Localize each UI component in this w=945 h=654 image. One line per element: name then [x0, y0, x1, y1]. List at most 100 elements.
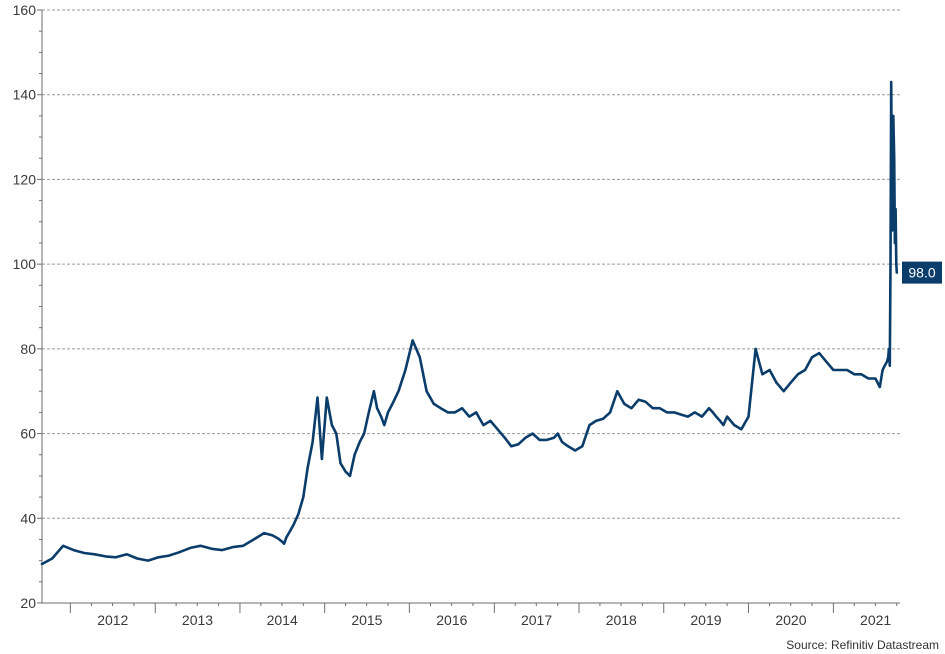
data-point	[874, 377, 877, 380]
data-point	[482, 424, 485, 426]
data-point	[220, 549, 223, 551]
data-point	[893, 157, 896, 160]
data-point	[531, 432, 534, 435]
data-point	[644, 400, 647, 403]
data-point	[503, 436, 506, 439]
x-tick-labels: 2012 2013 2014 2015 2016 2017 2018 2019 2020 2021	[97, 612, 891, 628]
data-point	[178, 551, 181, 554]
data-point	[623, 403, 626, 405]
data-point	[263, 532, 266, 535]
data-point	[376, 407, 379, 410]
data-point	[136, 557, 139, 560]
data-point	[893, 242, 896, 244]
data-point	[637, 398, 640, 401]
data-point	[679, 413, 682, 416]
data-point	[567, 445, 570, 448]
data-point	[311, 441, 314, 443]
data-point	[886, 360, 888, 363]
data-point	[887, 347, 890, 350]
data-point	[538, 439, 541, 441]
data-point	[51, 557, 54, 560]
data-point	[271, 534, 274, 537]
data-point	[358, 441, 361, 443]
data-point	[126, 553, 128, 556]
data-point	[380, 415, 382, 418]
data-point	[83, 552, 86, 554]
data-point	[461, 407, 463, 410]
data-point	[72, 549, 75, 551]
series-group	[40, 80, 899, 566]
y-tick-label: 40	[20, 510, 36, 526]
x-tick-label: 2015	[351, 612, 382, 628]
data-point	[387, 411, 389, 414]
data-point	[277, 537, 280, 540]
data-point	[867, 377, 870, 380]
data-point	[890, 81, 893, 83]
data-point	[168, 554, 170, 557]
data-point	[768, 369, 771, 371]
data-point	[556, 432, 559, 435]
x-tick-label: 2017	[521, 612, 552, 628]
data-point	[719, 419, 722, 422]
data-point	[609, 411, 612, 414]
data-point	[832, 369, 835, 371]
data-point	[439, 407, 442, 410]
data-point	[818, 352, 821, 354]
axes	[37, 9, 900, 613]
data-point	[860, 373, 863, 376]
data-point	[330, 424, 333, 426]
data-point	[475, 411, 478, 414]
data-point	[510, 445, 513, 448]
data-point	[733, 424, 736, 426]
x-tick-label: 2018	[606, 612, 637, 628]
data-point	[895, 263, 898, 266]
data-point	[104, 555, 107, 558]
data-point	[62, 544, 65, 547]
x-tick-label: 2012	[97, 612, 128, 628]
data-point	[320, 458, 323, 460]
data-point	[658, 407, 661, 410]
data-point	[41, 563, 43, 565]
data-point	[890, 187, 893, 189]
data-point	[289, 530, 291, 532]
data-point	[761, 373, 764, 376]
data-point	[553, 436, 555, 439]
data-point	[189, 547, 192, 549]
data-point	[715, 415, 718, 418]
data-point	[285, 536, 288, 539]
data-point	[391, 403, 394, 405]
data-point	[775, 381, 778, 384]
data-point	[242, 544, 245, 547]
data-point	[693, 411, 696, 414]
data-point	[889, 263, 892, 266]
data-point	[754, 347, 757, 350]
data-point	[453, 411, 456, 414]
data-point	[839, 369, 842, 371]
data-point	[210, 547, 213, 550]
data-point	[887, 356, 890, 359]
data-point	[825, 360, 828, 363]
grid-lines	[42, 9, 900, 519]
data-point	[283, 542, 285, 545]
data-point	[252, 538, 255, 541]
data-point	[894, 208, 897, 210]
data-point	[726, 415, 729, 418]
data-point	[811, 356, 813, 359]
data-point	[789, 381, 792, 384]
data-point	[468, 415, 471, 418]
data-point	[292, 523, 295, 526]
data-point	[747, 415, 750, 418]
data-point	[147, 559, 149, 562]
data-point	[425, 390, 428, 393]
source-label: Source: Refinitiv Datastream	[786, 638, 939, 652]
data-point	[339, 462, 342, 465]
y-tick-label: 140	[13, 87, 37, 103]
end-value-box	[902, 261, 942, 284]
data-point	[895, 271, 898, 274]
data-point	[517, 443, 520, 446]
data-point	[349, 475, 351, 477]
y-tick-labels: 20 40 60 80 100 120 140 160	[13, 2, 37, 611]
data-point	[561, 441, 563, 443]
data-point	[93, 553, 96, 556]
data-point	[157, 556, 160, 559]
